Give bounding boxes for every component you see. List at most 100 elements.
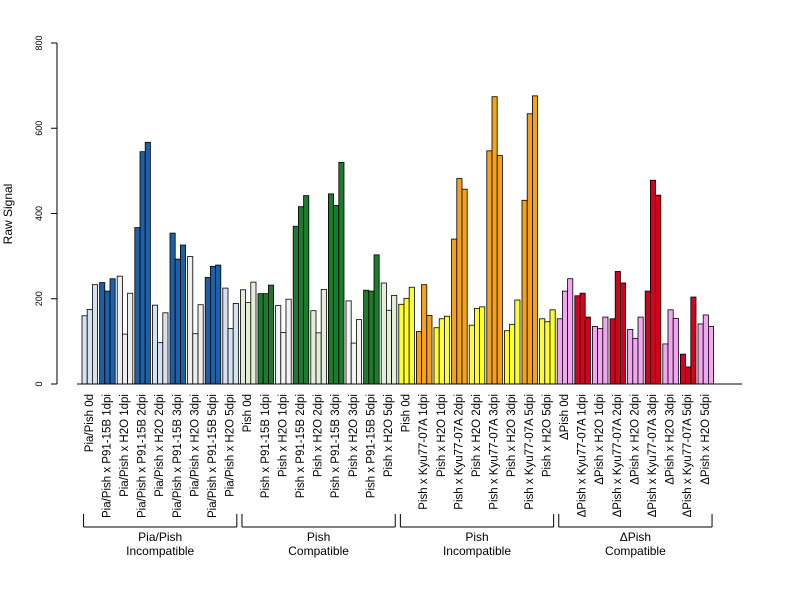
bar	[549, 309, 556, 385]
group-label-line2: Compatible	[605, 544, 666, 558]
bar	[526, 113, 533, 385]
bar	[403, 297, 410, 385]
category-label: Pia/Pish x P91-15B 3dpi	[172, 394, 184, 518]
category-label: Pia/Pish x H2O 1dpi	[119, 394, 131, 497]
category-label: Pia/Pish x H2O 5dpi	[225, 394, 237, 497]
bar	[697, 323, 704, 385]
category-label: ΔPish x H2O 5dpi	[700, 394, 712, 485]
bar	[134, 227, 141, 385]
bar	[514, 299, 521, 385]
category-label: Pish x H2O 5dpi	[383, 394, 395, 477]
bar	[632, 337, 639, 385]
bar	[562, 290, 569, 385]
bar	[426, 314, 433, 385]
category-label: Pish x H2O 5dpi	[541, 394, 553, 477]
group-brackets: Pia/PishIncompatiblePishCompatiblePishIn…	[83, 514, 713, 558]
bar	[239, 289, 246, 385]
bar	[592, 326, 599, 385]
bar	[620, 282, 627, 385]
group-label-line1: Pish	[307, 530, 330, 544]
category-label: ΔPish x Kyu77-07A 5dpi	[682, 394, 694, 517]
bar	[408, 286, 415, 385]
bar	[650, 179, 657, 385]
bar	[144, 141, 151, 385]
category-label: ΔPish x Kyu77-07A 2dpi	[612, 394, 624, 517]
bar	[496, 155, 503, 385]
bar	[702, 314, 709, 385]
bar	[169, 232, 176, 385]
bar	[338, 161, 345, 385]
bar	[708, 326, 715, 385]
bar	[179, 244, 186, 385]
bar	[327, 193, 334, 385]
bar	[355, 319, 362, 385]
bar	[315, 332, 322, 385]
category-label: Pish x H2O 2dpi	[313, 394, 325, 477]
category-label: Pish x H2O 1dpi	[277, 394, 289, 477]
category-label: Pish x Kyu77-07A 1dpi	[418, 394, 430, 510]
bar	[486, 150, 493, 385]
bar	[250, 281, 257, 385]
bar	[204, 277, 211, 385]
bar	[280, 332, 287, 385]
bar	[267, 284, 274, 385]
bar	[662, 343, 669, 385]
bar	[539, 318, 546, 385]
bar	[421, 284, 428, 385]
bar	[81, 315, 88, 385]
bar	[139, 151, 146, 385]
bar	[320, 288, 327, 385]
bar	[479, 306, 486, 385]
bar	[509, 323, 516, 385]
bar	[433, 327, 440, 385]
bar	[257, 293, 264, 385]
category-label: Pish 0d	[242, 394, 254, 432]
bar	[438, 318, 445, 385]
bar	[637, 316, 644, 385]
category-label: ΔPish x H2O 2dpi	[629, 394, 641, 485]
bar	[275, 305, 282, 385]
category-label: Pish x P91-15B 3dpi	[330, 394, 342, 498]
bar	[680, 353, 687, 385]
bar	[363, 289, 370, 385]
category-label: Pia/Pish x P91-15B 1dpi	[101, 394, 113, 518]
bar	[644, 290, 651, 385]
bar	[157, 342, 164, 385]
bar	[456, 178, 463, 385]
bar	[310, 310, 317, 385]
category-label: ΔPish x H2O 3dpi	[665, 394, 677, 485]
bar	[503, 330, 510, 385]
group-label-line2: Incompatible	[443, 544, 511, 558]
bar	[521, 199, 528, 385]
bar	[602, 316, 609, 385]
bar	[232, 303, 239, 385]
category-label: Pia/Pish x P91-15B 5dpi	[207, 394, 219, 518]
category-label: Pish x H2O 2dpi	[471, 394, 483, 477]
bar	[285, 298, 292, 385]
group-label-line1: ΔPish	[620, 530, 651, 544]
category-label: Pia/Pish 0d	[84, 394, 96, 452]
bar	[292, 225, 299, 385]
category-label: Pish 0d	[401, 394, 413, 432]
bar	[491, 96, 498, 385]
bar	[86, 309, 93, 385]
bar	[461, 188, 468, 385]
bar	[609, 318, 616, 385]
bar	[415, 331, 422, 385]
bar	[345, 300, 352, 385]
bar	[655, 194, 662, 385]
bar	[116, 275, 123, 385]
bar	[690, 296, 697, 385]
bar	[451, 238, 458, 385]
bar	[350, 342, 357, 385]
category-label: Pish x P91-15B 1dpi	[260, 394, 272, 498]
bar	[368, 290, 375, 385]
bar	[245, 302, 252, 385]
bar	[667, 309, 674, 385]
category-label: Pish x P91-15B 2dpi	[295, 394, 307, 498]
bar	[567, 278, 574, 385]
bar	[473, 308, 480, 385]
bar	[391, 294, 398, 385]
bar	[222, 287, 229, 385]
category-label: Pish x H2O 1dpi	[436, 394, 448, 477]
